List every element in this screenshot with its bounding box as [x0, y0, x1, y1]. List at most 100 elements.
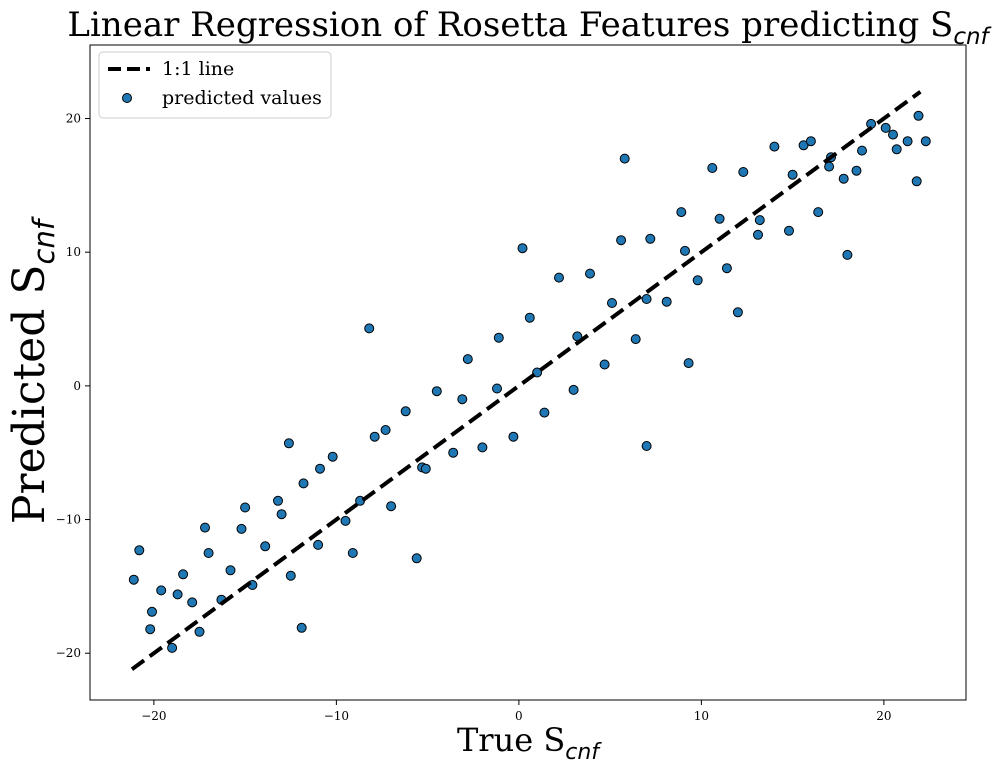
y-tick-label: −10 — [56, 513, 81, 527]
data-point — [134, 545, 145, 556]
data-point — [340, 515, 351, 526]
data-point — [902, 136, 913, 147]
data-point — [676, 207, 687, 218]
data-point — [517, 243, 528, 254]
data-point — [891, 144, 902, 155]
data-point — [431, 386, 442, 397]
y-axis-label-text: Predicted S — [4, 264, 55, 524]
data-point — [692, 275, 703, 286]
data-point — [128, 574, 139, 585]
data-point — [172, 589, 183, 600]
data-point — [364, 323, 375, 334]
data-point — [298, 478, 309, 489]
data-point — [680, 245, 690, 256]
data-point — [448, 447, 459, 458]
data-point — [285, 570, 296, 581]
data-point — [784, 225, 794, 236]
legend-point-swatch — [122, 93, 132, 103]
x-tick-label: 0 — [515, 709, 523, 723]
data-point — [824, 161, 835, 172]
data-point — [296, 622, 307, 633]
data-point — [145, 624, 156, 635]
x-tick-label: −10 — [324, 709, 349, 723]
data-point — [857, 145, 867, 156]
data-point — [838, 173, 849, 184]
data-point — [599, 359, 610, 370]
data-point — [276, 509, 287, 520]
plot-area: −20 −10 0 10 20 −20 −10 0 10 20 — [56, 44, 967, 723]
legend-box — [98, 51, 332, 119]
data-point — [769, 141, 780, 152]
data-point — [619, 153, 630, 164]
data-point — [913, 110, 924, 121]
data-point — [641, 441, 652, 451]
data-point — [313, 539, 324, 550]
data-point — [492, 383, 502, 394]
y-tick-label: 10 — [66, 245, 81, 259]
chart-title-text: Linear Regression of Rosetta Features pr… — [67, 5, 953, 45]
chart-title: Linear Regression of Rosetta Features pr… — [67, 5, 991, 50]
data-point — [273, 495, 283, 506]
data-point — [787, 169, 798, 180]
data-point — [753, 229, 763, 240]
x-axis-label: True Scnf — [457, 721, 602, 765]
data-point — [616, 235, 627, 246]
y-tick-label: 20 — [66, 112, 81, 126]
data-point — [911, 176, 922, 187]
y-axis-label: Predicted Scnf — [4, 216, 61, 524]
y-axis-ticks: −20 −10 0 10 20 — [56, 112, 90, 660]
data-point — [532, 367, 543, 378]
identity-line-layer — [130, 90, 922, 671]
data-point — [630, 334, 641, 345]
data-point — [147, 606, 157, 617]
data-point — [714, 213, 725, 224]
data-point — [167, 642, 178, 653]
data-point — [554, 272, 564, 283]
data-point — [380, 425, 391, 435]
x-tick-label: 20 — [876, 709, 891, 723]
x-axis-label-text: True S — [457, 721, 565, 759]
data-point — [732, 307, 743, 318]
data-point — [920, 136, 931, 147]
data-point — [156, 585, 167, 596]
data-point — [539, 407, 550, 418]
data-point — [236, 523, 247, 534]
y-axis-label-subscript: cnf — [27, 216, 61, 264]
data-point — [888, 129, 898, 140]
data-point — [187, 597, 198, 608]
data-point — [400, 406, 411, 417]
data-point — [813, 207, 824, 218]
data-point — [420, 463, 431, 474]
legend: 1:1 line predicted values — [98, 51, 332, 119]
data-point — [641, 294, 652, 304]
data-point — [315, 463, 325, 474]
data-point — [645, 233, 656, 244]
identity-line — [130, 90, 922, 671]
data-point — [462, 354, 473, 365]
data-point — [369, 431, 380, 442]
x-axis-label-subscript: cnf — [565, 740, 602, 765]
chart-title-subscript: cnf — [953, 24, 991, 50]
data-point — [707, 163, 718, 173]
data-point — [411, 553, 422, 564]
x-tick-label: −20 — [141, 709, 166, 723]
legend-label-points: predicted values — [162, 87, 322, 109]
x-axis-ticks: −20 −10 0 10 20 — [141, 700, 892, 723]
data-point — [805, 136, 816, 147]
data-point — [721, 263, 732, 274]
data-point — [477, 442, 488, 453]
data-point — [585, 268, 595, 279]
data-point — [738, 167, 749, 177]
data-point — [457, 394, 468, 405]
x-tick-label: 10 — [694, 709, 709, 723]
data-point — [327, 451, 338, 462]
data-point — [225, 565, 236, 576]
data-point — [178, 569, 189, 580]
y-tick-label: −20 — [56, 646, 81, 660]
data-point — [386, 501, 397, 512]
y-tick-label: 0 — [73, 379, 81, 393]
data-point — [508, 431, 519, 442]
data-point — [568, 384, 579, 395]
